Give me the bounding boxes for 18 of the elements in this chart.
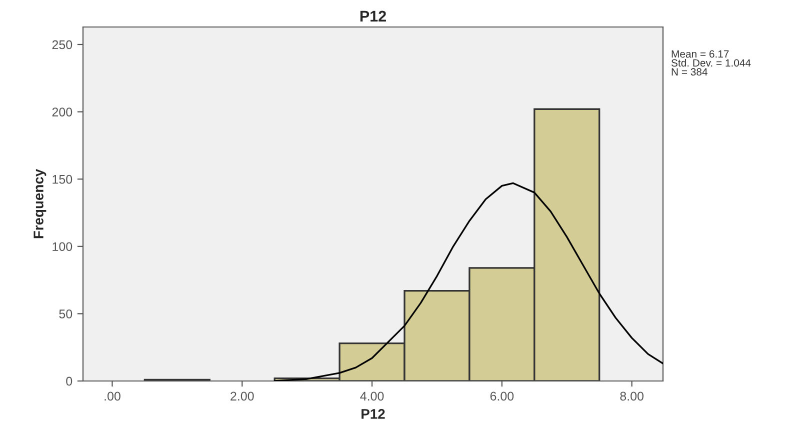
x-tick-label: 2.00 <box>230 392 254 401</box>
x-tick-label: 8.00 <box>620 392 644 401</box>
y-tick-label: 50 <box>59 310 72 318</box>
x-tick-label: 6.00 <box>490 392 514 401</box>
x-axis-title: P12 <box>362 408 385 419</box>
y-tick-label: 250 <box>52 40 72 50</box>
y-tick-label: 200 <box>52 108 72 116</box>
x-tick-label: .00 <box>104 392 120 401</box>
y-tick-label: 100 <box>52 242 72 252</box>
text: N = 384 <box>672 68 708 76</box>
text: Mean = 6.17 <box>672 50 729 58</box>
text: Std. Dev. = 1.044 <box>671 58 751 67</box>
chart-title: P12 <box>360 10 386 22</box>
y-tick-label: 150 <box>52 174 72 184</box>
y-tick-label: 0 <box>66 376 72 386</box>
x-tick-label: 4.00 <box>360 392 384 401</box>
y-axis-title: Frequency <box>34 168 46 238</box>
line-series <box>274 182 663 381</box>
